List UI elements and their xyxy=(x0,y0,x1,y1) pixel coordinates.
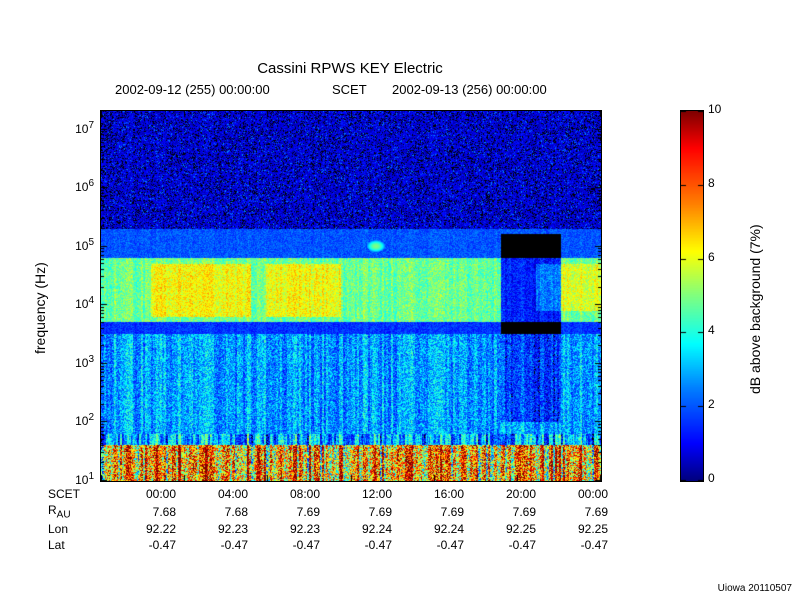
y-tick-label: 107 xyxy=(75,120,94,136)
x-cell: -0.47 xyxy=(176,537,248,553)
x-cell: 7.69 xyxy=(536,502,608,521)
x-cell: -0.47 xyxy=(320,537,392,553)
x-cell: 00:00 xyxy=(536,486,608,502)
x-cell: 92.23 xyxy=(248,521,320,537)
x-cell: 20:00 xyxy=(464,486,536,502)
x-cell: -0.47 xyxy=(248,537,320,553)
x-row-label: Lat xyxy=(48,537,104,553)
x-cell: 92.25 xyxy=(464,521,536,537)
x-cell: 92.25 xyxy=(536,521,608,537)
x-row-label: Lon xyxy=(48,521,104,537)
x-cell: 00:00 xyxy=(104,486,176,502)
colorbar xyxy=(680,110,704,482)
x-cell: 7.69 xyxy=(392,502,464,521)
y-tick-label: 101 xyxy=(75,471,94,487)
x-cell: -0.47 xyxy=(392,537,464,553)
y-tick-label: 102 xyxy=(75,412,94,428)
colorbar-tick-label: 8 xyxy=(708,176,715,190)
x-cell: -0.47 xyxy=(536,537,608,553)
plot-title: Cassini RPWS KEY Electric xyxy=(100,60,600,77)
x-cell: 7.69 xyxy=(320,502,392,521)
x-cell: 92.22 xyxy=(104,521,176,537)
x-cell: 7.69 xyxy=(464,502,536,521)
colorbar-tick-label: 6 xyxy=(708,250,715,264)
x-cell: 08:00 xyxy=(248,486,320,502)
spectrogram-plot xyxy=(100,110,602,482)
x-cell: 7.68 xyxy=(176,502,248,521)
colorbar-tick-label: 0 xyxy=(708,471,715,485)
x-cell: -0.47 xyxy=(464,537,536,553)
x-cell: 92.24 xyxy=(392,521,464,537)
subtitle-right: 2002-09-13 (256) 00:00:00 xyxy=(392,82,547,97)
colorbar-tick-label: 2 xyxy=(708,397,715,411)
x-axis-table: SCET00:0004:0008:0012:0016:0020:0000:00R… xyxy=(48,486,608,553)
x-cell: 04:00 xyxy=(176,486,248,502)
colorbar-tick-label: 10 xyxy=(708,102,721,116)
y-tick-label: 103 xyxy=(75,354,94,370)
y-axis-label: frequency (Hz) xyxy=(32,234,48,354)
footer-text: Uiowa 20110507 xyxy=(718,583,792,594)
subtitle-mid: SCET xyxy=(332,82,367,97)
x-row-label: SCET xyxy=(48,486,104,502)
x-cell: -0.47 xyxy=(104,537,176,553)
x-cell: 92.23 xyxy=(176,521,248,537)
x-cell: 16:00 xyxy=(392,486,464,502)
colorbar-tick-label: 4 xyxy=(708,323,715,337)
x-cell: 92.24 xyxy=(320,521,392,537)
y-tick-label: 104 xyxy=(75,295,94,311)
x-cell: 7.69 xyxy=(248,502,320,521)
x-cell: 12:00 xyxy=(320,486,392,502)
x-row-label: RAU xyxy=(48,502,104,521)
y-tick-label: 106 xyxy=(75,178,94,194)
y-tick-label: 105 xyxy=(75,237,94,253)
colorbar-label: dB above background (7%) xyxy=(747,194,763,394)
x-cell: 7.68 xyxy=(104,502,176,521)
subtitle-left: 2002-09-12 (255) 00:00:00 xyxy=(115,82,270,97)
